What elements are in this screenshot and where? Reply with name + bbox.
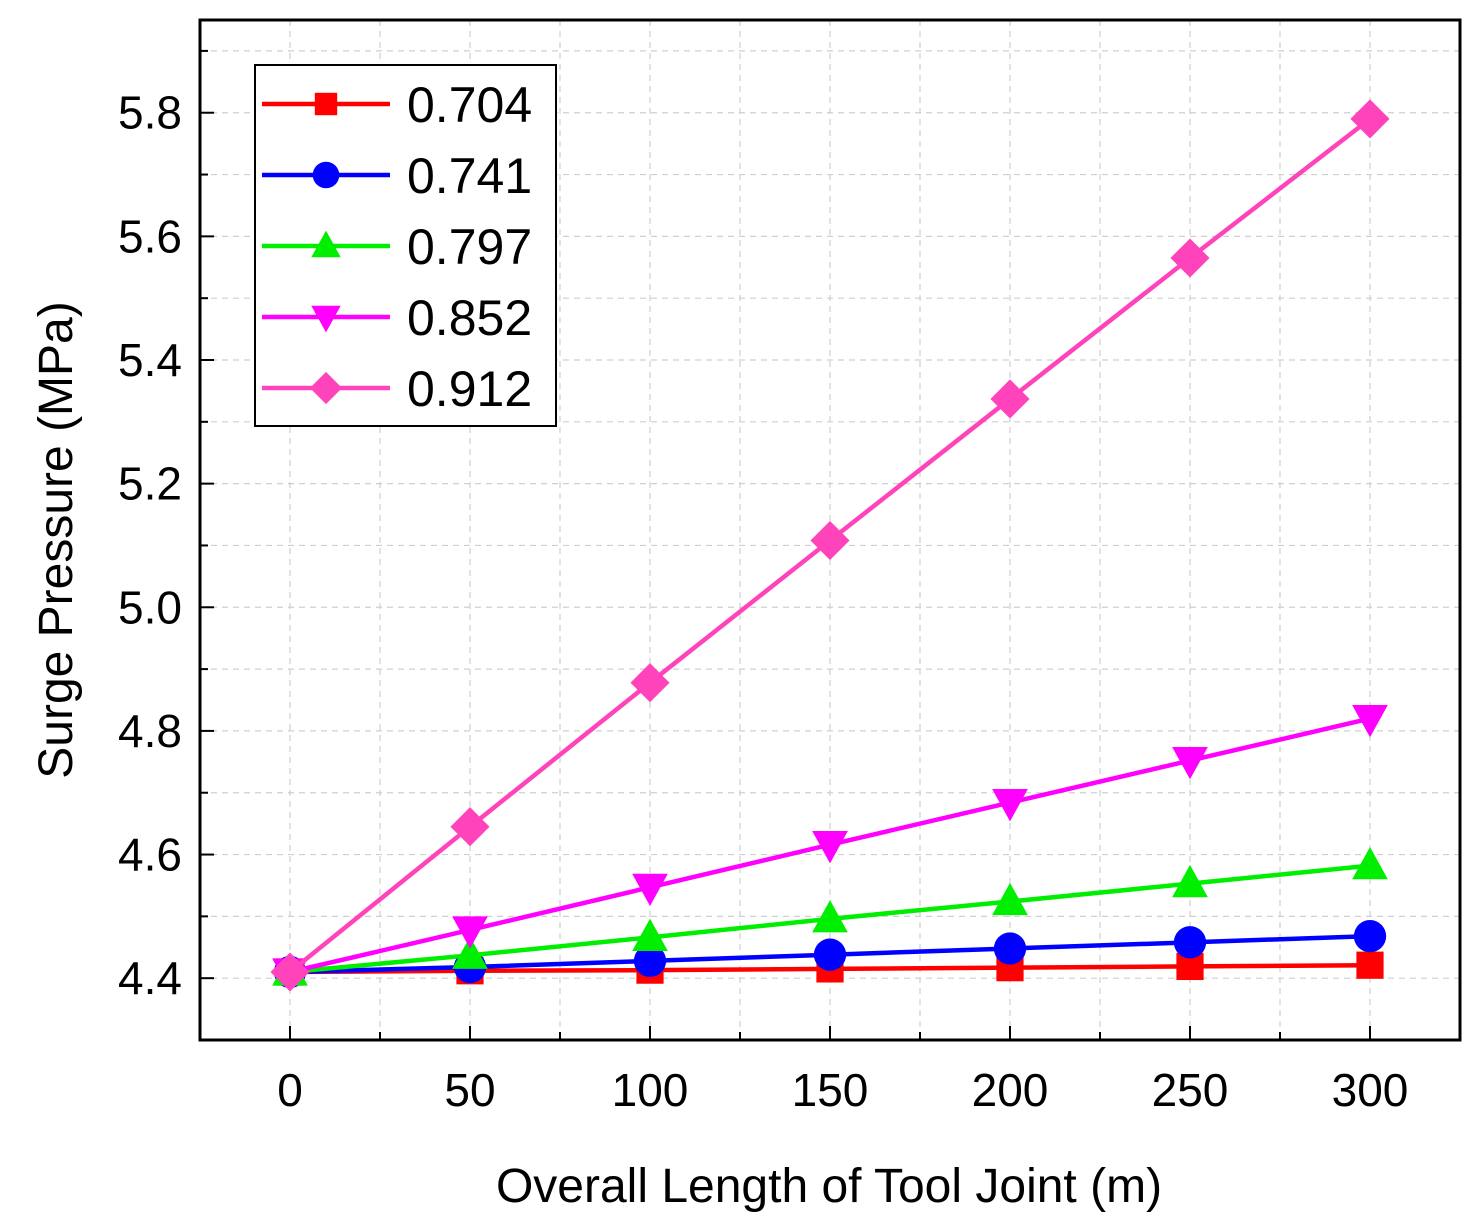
x-axis-label: Overall Length of Tool Joint (m) xyxy=(496,1160,1162,1213)
data-point xyxy=(990,379,1030,419)
data-point xyxy=(992,789,1028,822)
x-tick-label: 50 xyxy=(444,1064,495,1116)
legend-label: 0.704 xyxy=(407,77,532,133)
y-tick-label: 5.8 xyxy=(118,87,182,139)
legend-item: 0.741 xyxy=(262,148,532,204)
y-tick-label: 4.6 xyxy=(118,829,182,881)
data-point xyxy=(813,938,847,971)
legend-items: 0.704 0.741 0.797 0.852 0.912 xyxy=(262,77,532,417)
legend-label: 0.852 xyxy=(407,290,532,346)
legend-marker xyxy=(312,161,340,189)
legend-item: 0.704 xyxy=(262,77,532,133)
data-point xyxy=(1172,864,1208,898)
legend: 0.704 0.741 0.797 0.852 0.912 xyxy=(254,64,557,427)
data-point xyxy=(993,932,1027,965)
legend-marker xyxy=(311,230,341,258)
legend-item: 0.912 xyxy=(262,361,532,417)
data-point xyxy=(1352,846,1388,880)
data-point xyxy=(812,831,848,864)
legend-label: 0.741 xyxy=(407,148,532,204)
legend-label: 0.797 xyxy=(407,219,532,275)
data-point xyxy=(992,882,1028,916)
data-point xyxy=(630,663,670,703)
legend-item: 0.797 xyxy=(262,219,532,275)
x-tick-label: 150 xyxy=(792,1064,869,1116)
data-point xyxy=(452,916,488,949)
series-0-912 xyxy=(270,99,1390,992)
data-point xyxy=(632,873,668,907)
series-layer xyxy=(270,99,1390,992)
x-tick-label: 0 xyxy=(277,1064,303,1116)
y-axis-label: Surge Pressure (MPa) xyxy=(30,301,83,779)
legend-marker xyxy=(309,371,343,405)
y-tick-label: 5.4 xyxy=(118,334,182,386)
data-point xyxy=(810,520,850,561)
y-tick-label: 4.4 xyxy=(118,952,182,1004)
data-point xyxy=(450,807,490,847)
legend-marker xyxy=(314,92,338,116)
data-point xyxy=(812,900,848,933)
x-tick-label: 300 xyxy=(1332,1064,1409,1116)
y-tick-label: 4.8 xyxy=(118,705,182,757)
data-point xyxy=(1350,99,1390,139)
data-point xyxy=(632,918,668,951)
x-tick-labels: 0 50 100 150 200 250 300 xyxy=(277,1064,1408,1116)
x-tick-label: 200 xyxy=(972,1064,1049,1116)
data-point xyxy=(633,944,667,978)
data-point xyxy=(1356,951,1384,979)
axis-ticks xyxy=(199,49,1461,1041)
legend-label: 0.912 xyxy=(407,361,532,417)
data-point xyxy=(1352,704,1388,738)
data-point xyxy=(1353,919,1387,953)
y-tick-labels: 4.4 4.6 4.8 5.0 5.2 5.4 5.6 5.8 xyxy=(118,87,182,1004)
x-tick-label: 250 xyxy=(1152,1064,1229,1116)
y-tick-label: 5.2 xyxy=(118,458,182,510)
y-tick-label: 5.0 xyxy=(118,581,182,633)
y-tick-label: 5.6 xyxy=(118,210,182,262)
data-point xyxy=(1172,746,1208,780)
data-point xyxy=(1173,926,1207,959)
data-point xyxy=(270,952,310,992)
data-point xyxy=(452,936,488,969)
legend-item: 0.852 xyxy=(262,290,532,346)
legend-marker xyxy=(311,305,341,333)
x-tick-label: 100 xyxy=(612,1064,689,1116)
data-point xyxy=(1170,238,1210,278)
